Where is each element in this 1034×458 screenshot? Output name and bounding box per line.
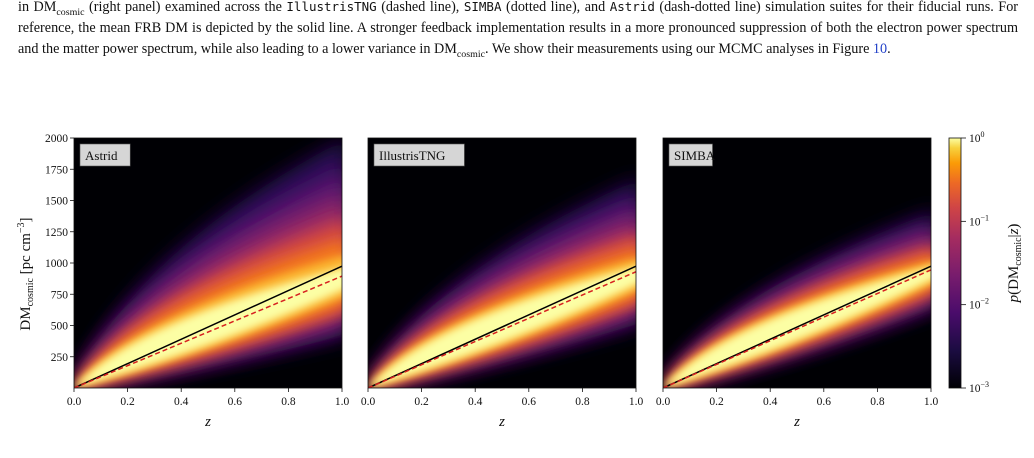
panel-label: IllustrisTNG: [373, 143, 465, 167]
colorbar-tick-label: 10−3: [969, 380, 989, 395]
x-tick-label: 0.8: [575, 396, 590, 408]
x-axis-label: z: [793, 414, 800, 430]
figure-ref-link[interactable]: 10: [872, 41, 888, 57]
x-tick-label: 0.4: [468, 396, 483, 408]
median-dm-line: [74, 275, 342, 388]
x-axis-label: z: [498, 414, 505, 430]
panel-label-text: IllustrisTNG: [379, 148, 445, 163]
colorbar-gradient: [948, 137, 962, 389]
y-tick-label: 250: [51, 352, 69, 364]
x-tick-label: 0.2: [709, 396, 724, 408]
heatmap-density: [368, 180, 636, 388]
panel-simba: SIMBA 0.0 0.2 0.4 0.6 0.8 1.0 z: [656, 137, 939, 430]
y-tick-label: 1500: [45, 196, 68, 208]
x-tick-label: 0.0: [361, 396, 376, 408]
y-tick-label: 1250: [45, 227, 68, 239]
colorbar-tick-label: 10−1: [969, 213, 989, 228]
panel-label: Astrid: [79, 143, 131, 167]
caption-simba: SIMBA: [463, 0, 502, 14]
mean-dm-line: [74, 265, 342, 388]
caption-tng: IllustrisTNG: [286, 0, 377, 14]
panel-illustristng: IllustrisTNG 0.0 0.2 0.4 0.6 0.8 1.0 z: [361, 137, 644, 430]
caption-astrid: Astrid: [609, 0, 655, 14]
panel-frame: [662, 137, 932, 389]
x-tick-label: 0.0: [67, 396, 82, 408]
panel-frame: [367, 137, 637, 389]
panel-label-text: SIMBA: [674, 148, 716, 163]
colorbar: 100 10−1 10−2 10−3: [948, 130, 989, 395]
panel-astrid: Astrid 0.0 0.2 0.4 0.6 0.8 1.0 z 250 500 750 1000 12…: [45, 133, 349, 430]
x-tick-label: 0.6: [228, 396, 243, 408]
y-tick-label: 750: [51, 289, 69, 301]
x-tick-label: 0.8: [281, 396, 296, 408]
figure: Astrid 0.0 0.2 0.4 0.6 0.8 1.0 z 250 500 750 1000 12…: [16, 130, 1024, 430]
x-tick-label: 0.4: [763, 396, 778, 408]
x-tick-label: 0.4: [174, 396, 189, 408]
figure-caption: in DMcosmic (right panel) examined acros…: [18, 0, 1019, 60]
x-tick-label: 0.6: [817, 396, 832, 408]
median-dm-line: [663, 269, 931, 388]
heatmap-density: [74, 140, 342, 388]
median-dm-line: [368, 271, 636, 388]
x-tick-label: 0.2: [120, 396, 135, 408]
heatmap-density: [663, 212, 931, 388]
mean-dm-line: [368, 265, 636, 388]
x-tick-label: 0.8: [870, 396, 885, 408]
x-tick-label: 1.0: [924, 396, 939, 408]
x-tick-label: 0.2: [414, 396, 429, 408]
panel-label-text: Astrid: [85, 148, 118, 163]
y-tick-label: 1000: [45, 258, 68, 270]
colorbar-tick-label: 100: [969, 130, 985, 145]
y-axis-label: DMcosmic [pc cm−3]: [16, 217, 36, 330]
x-tick-label: 0.0: [656, 396, 671, 408]
y-tick-label: 500: [51, 321, 69, 333]
y-tick-label: 2000: [45, 133, 68, 145]
colorbar-label: p(DMcosmic|z): [1006, 224, 1024, 304]
x-tick-label: 1.0: [335, 396, 350, 408]
x-tick-label: 0.6: [522, 396, 537, 408]
x-tick-label: 1.0: [629, 396, 644, 408]
panel-label: SIMBA: [668, 143, 716, 167]
x-axis-label: z: [204, 414, 211, 430]
y-tick-label: 1750: [45, 164, 68, 176]
colorbar-tick-label: 10−2: [969, 297, 989, 312]
